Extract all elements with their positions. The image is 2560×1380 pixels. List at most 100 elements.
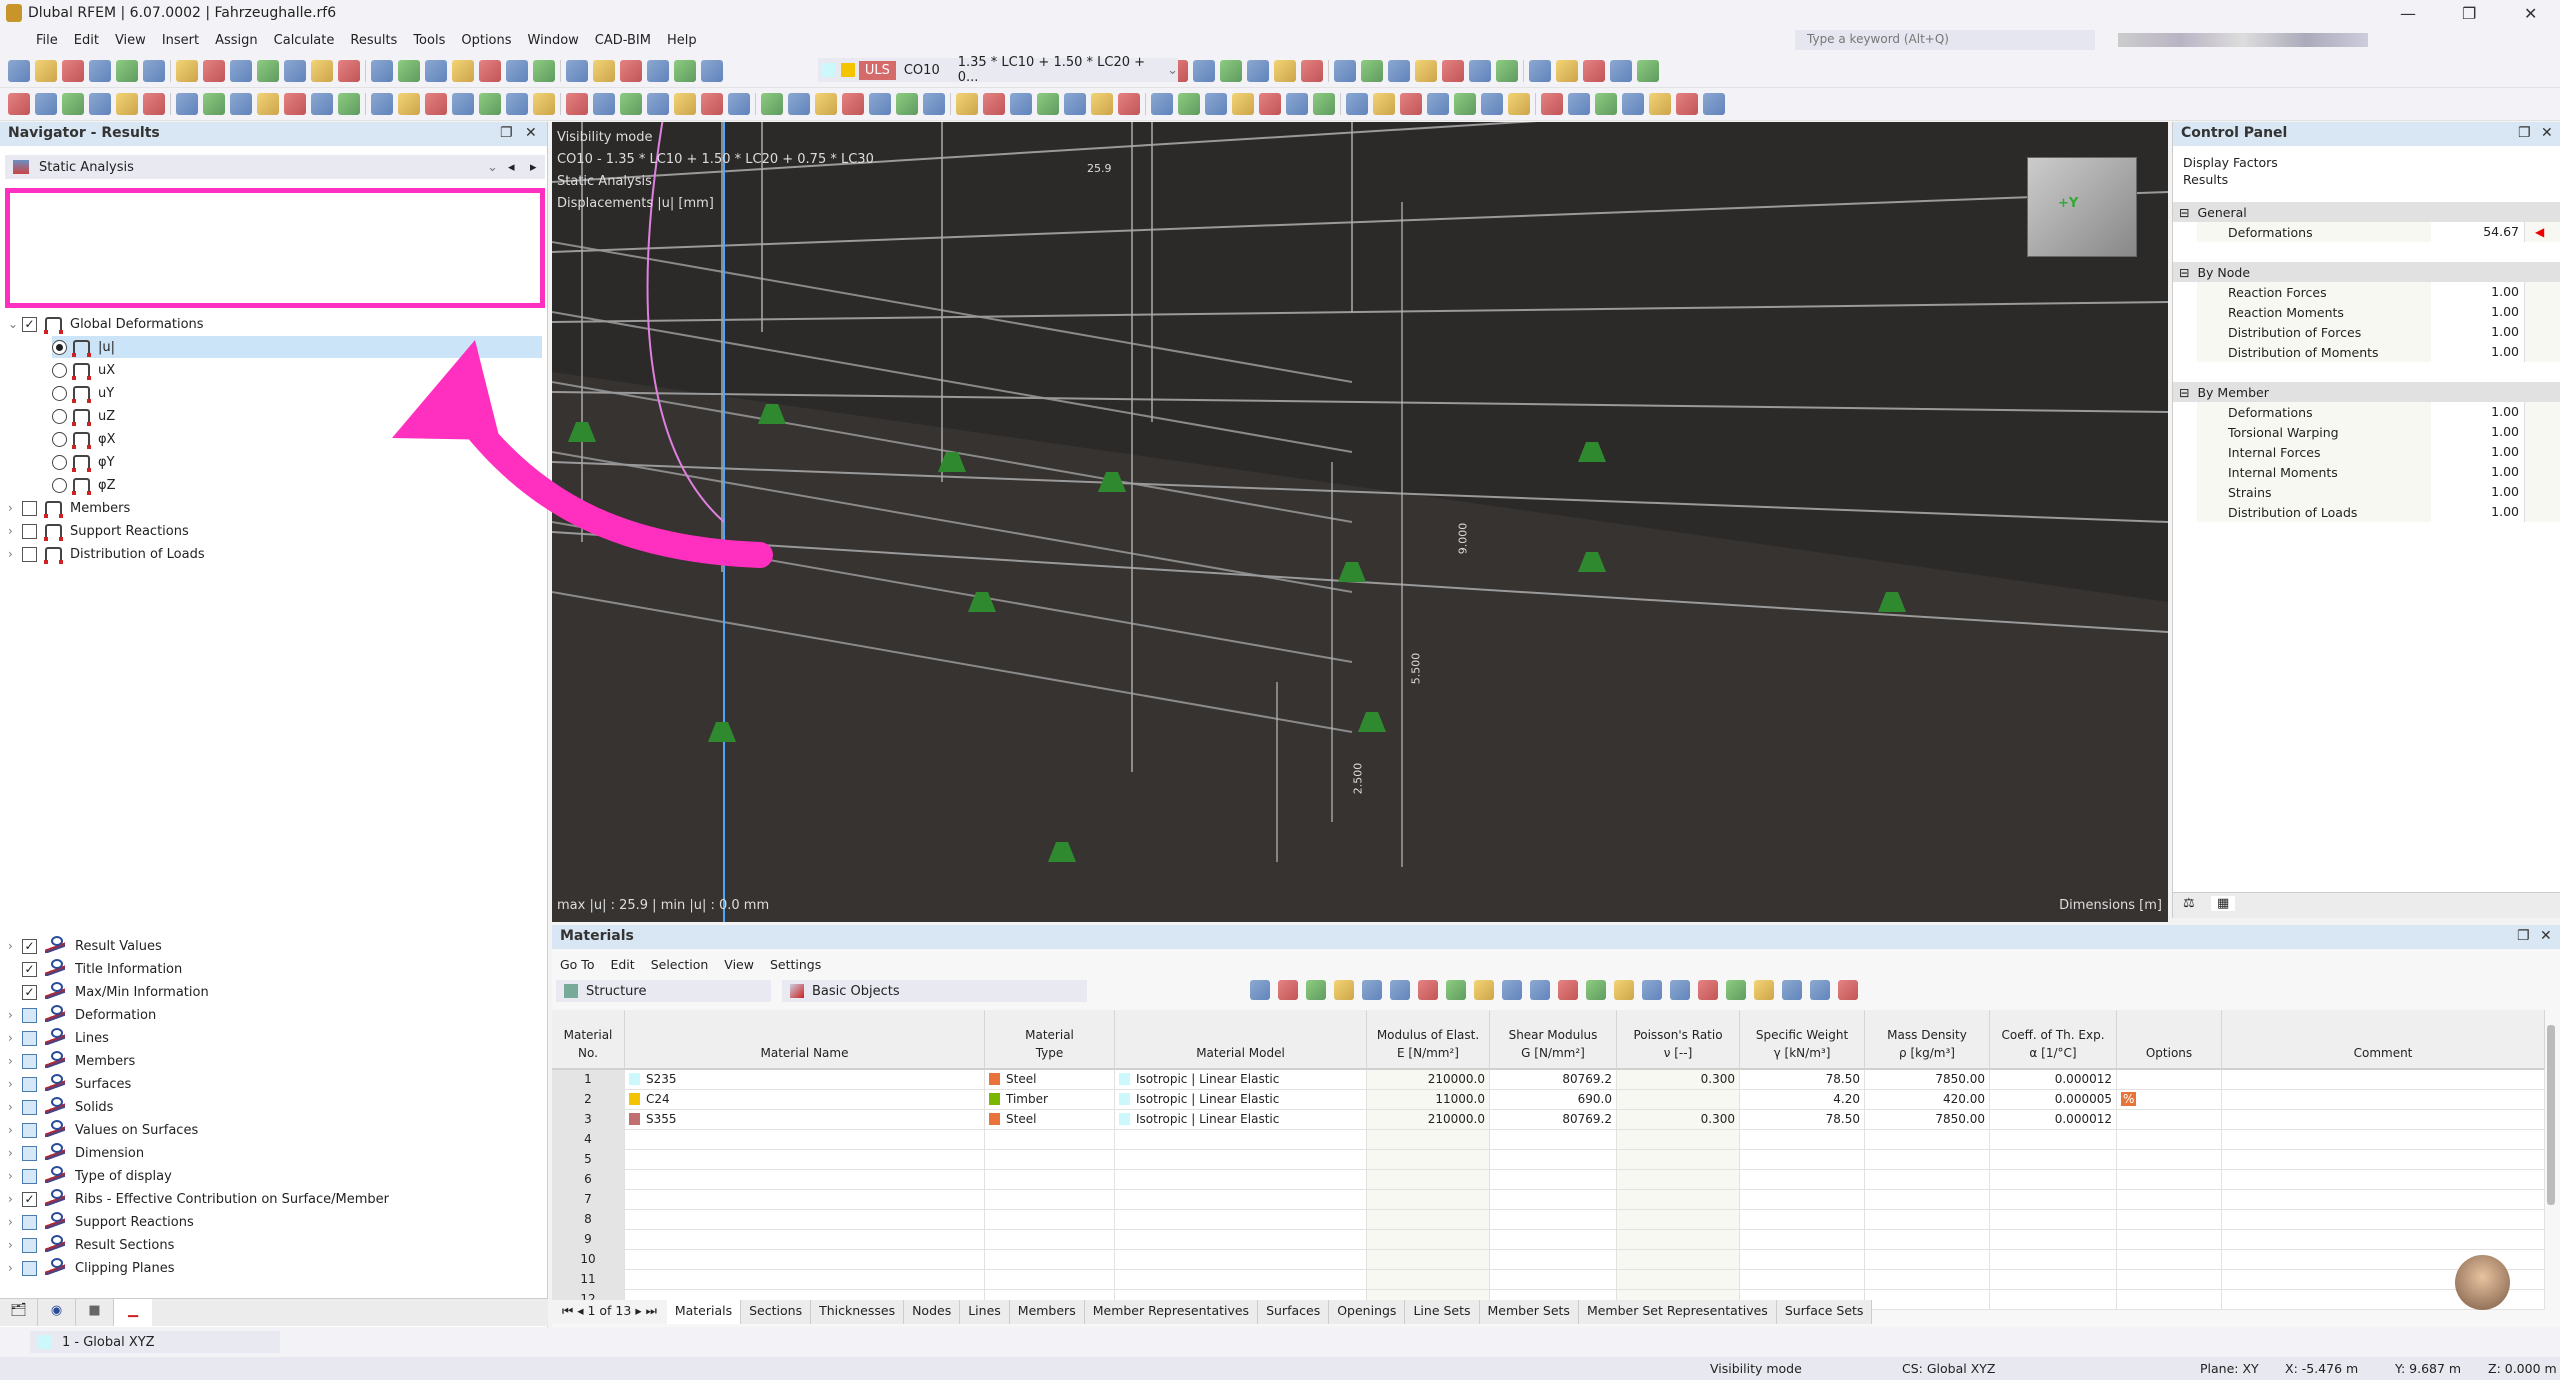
table-cell[interactable]	[1617, 1090, 1740, 1110]
toolbar-button[interactable]	[1373, 93, 1395, 115]
table-cell[interactable]: 210000.0	[1367, 1070, 1490, 1090]
table-cell[interactable]	[985, 1250, 1115, 1270]
table-cell[interactable]: 4.20	[1740, 1090, 1865, 1110]
table-toolbar-button[interactable]	[1698, 980, 1718, 1000]
table-cell[interactable]: S235	[625, 1070, 985, 1090]
row-number[interactable]: 1	[552, 1070, 625, 1090]
chevron-right-icon[interactable]: ›	[8, 1054, 13, 1068]
column-header[interactable]: Material Name	[625, 1010, 985, 1070]
toolbar-button[interactable]	[257, 93, 279, 115]
toolbar-button[interactable]	[647, 93, 669, 115]
toolbar-button[interactable]	[566, 93, 588, 115]
table-cell[interactable]	[1367, 1190, 1490, 1210]
table-toolbar-button[interactable]	[1446, 980, 1466, 1000]
toolbar-button[interactable]	[674, 93, 696, 115]
table-cell[interactable]: 210000.0	[1367, 1110, 1490, 1130]
toolbar-button[interactable]	[425, 60, 447, 82]
close-panel-button[interactable]: ✕	[2541, 125, 2553, 141]
display-item[interactable]: › Surfaces	[8, 1073, 131, 1095]
toolbar-button[interactable]	[116, 93, 138, 115]
table-cell[interactable]	[2117, 1070, 2222, 1090]
factor-input[interactable]: 1.00	[2431, 502, 2525, 522]
toolbar-button[interactable]	[1400, 93, 1422, 115]
toolbar-button[interactable]	[1037, 93, 1059, 115]
chevron-right-icon[interactable]: ›	[8, 1123, 13, 1137]
toolbar-button[interactable]	[398, 93, 420, 115]
toolbar-button[interactable]	[788, 93, 810, 115]
toolbar-button[interactable]	[1091, 93, 1113, 115]
close-panel-button[interactable]: ✕	[525, 125, 537, 141]
table-cell[interactable]	[625, 1250, 985, 1270]
table-cell[interactable]	[2117, 1190, 2222, 1210]
table-cell[interactable]	[1865, 1170, 1990, 1190]
table-cell[interactable]	[1990, 1250, 2117, 1270]
toolbar-button[interactable]	[1541, 93, 1563, 115]
table-cell[interactable]	[2117, 1250, 2222, 1270]
toolbar-button[interactable]	[728, 93, 750, 115]
cp-group[interactable]: ⊟ By Member	[2173, 382, 2560, 402]
column-header[interactable]: Shear Modulus G [N/mm²]	[1490, 1010, 1617, 1070]
toolbar-button[interactable]	[1508, 93, 1530, 115]
display-item[interactable]: › Members	[8, 1050, 135, 1072]
toolbar-button[interactable]	[1529, 60, 1551, 82]
table-menu-item[interactable]: View	[724, 957, 754, 972]
toolbar-button[interactable]	[35, 60, 57, 82]
table-cell[interactable]	[1740, 1270, 1865, 1290]
tree-item-global-deformations[interactable]: ⌄ ✓ Global Deformations	[8, 313, 204, 335]
tab-sections[interactable]: Sections	[741, 1300, 812, 1324]
chevron-right-icon[interactable]: ›	[8, 1100, 13, 1114]
display-item[interactable]: › Support Reactions	[8, 1211, 194, 1233]
row-number[interactable]: 10	[552, 1250, 625, 1270]
toolbar-button[interactable]	[1118, 93, 1140, 115]
table-cell[interactable]	[2222, 1150, 2545, 1170]
toolbar-button[interactable]	[1361, 60, 1383, 82]
display-item[interactable]: ✓ Max/Min Information	[8, 981, 209, 1003]
table-cell[interactable]	[1115, 1250, 1367, 1270]
table-cell[interactable]	[625, 1270, 985, 1290]
result-option[interactable]: φY	[52, 451, 542, 473]
toolbar-button[interactable]	[620, 93, 642, 115]
float-panel-button[interactable]: ❐	[500, 125, 513, 141]
toolbar-button[interactable]	[143, 93, 165, 115]
display-item[interactable]: › Result Sections	[8, 1234, 174, 1256]
table-cell[interactable]: 0.300	[1617, 1110, 1740, 1130]
display-item[interactable]: ✓ Title Information	[8, 958, 182, 980]
checkbox[interactable]	[22, 1053, 37, 1069]
chevron-right-icon[interactable]: ›	[8, 524, 13, 538]
table-cell[interactable]	[1990, 1150, 2117, 1170]
table-cell[interactable]: S355	[625, 1110, 985, 1130]
table-menu-item[interactable]: Selection	[650, 957, 709, 972]
results-tab-icon[interactable]: ▁	[114, 1299, 152, 1326]
toolbar-button[interactable]	[1649, 93, 1671, 115]
toolbar-button[interactable]	[1556, 60, 1578, 82]
table-cell[interactable]	[1367, 1130, 1490, 1150]
table-cell[interactable]	[1740, 1230, 1865, 1250]
minimize-button[interactable]: —	[2400, 4, 2416, 23]
table-cell[interactable]: 78.50	[1740, 1110, 1865, 1130]
toolbar-button[interactable]	[956, 93, 978, 115]
radio-button[interactable]	[52, 431, 67, 447]
table-cell[interactable]	[985, 1190, 1115, 1210]
table-cell[interactable]: 0.000012	[1990, 1110, 2117, 1130]
toolbar-button[interactable]	[923, 93, 945, 115]
toolbar-button[interactable]	[1622, 93, 1644, 115]
toolbar-button[interactable]	[116, 60, 138, 82]
tab-openings[interactable]: Openings	[1329, 1300, 1406, 1324]
checkbox[interactable]	[22, 1122, 37, 1138]
table-cell[interactable]	[1740, 1250, 1865, 1270]
table-toolbar-button[interactable]	[1670, 980, 1690, 1000]
toolbar-button[interactable]	[1010, 93, 1032, 115]
table-cell[interactable]: 80769.2	[1490, 1070, 1617, 1090]
toolbar-button[interactable]	[566, 60, 588, 82]
toolbar-button[interactable]	[8, 60, 30, 82]
toolbar-button[interactable]	[1469, 60, 1491, 82]
table-cell[interactable]	[2117, 1130, 2222, 1150]
toolbar-button[interactable]	[1334, 60, 1356, 82]
table-cell[interactable]	[2222, 1170, 2545, 1190]
table-cell[interactable]	[1865, 1230, 1990, 1250]
toolbar-button[interactable]	[1064, 93, 1086, 115]
table-cell[interactable]	[1617, 1150, 1740, 1170]
toolbar-button[interactable]	[1496, 60, 1518, 82]
table-cell[interactable]	[2222, 1230, 2545, 1250]
factor-input[interactable]: 1.00	[2431, 302, 2525, 322]
